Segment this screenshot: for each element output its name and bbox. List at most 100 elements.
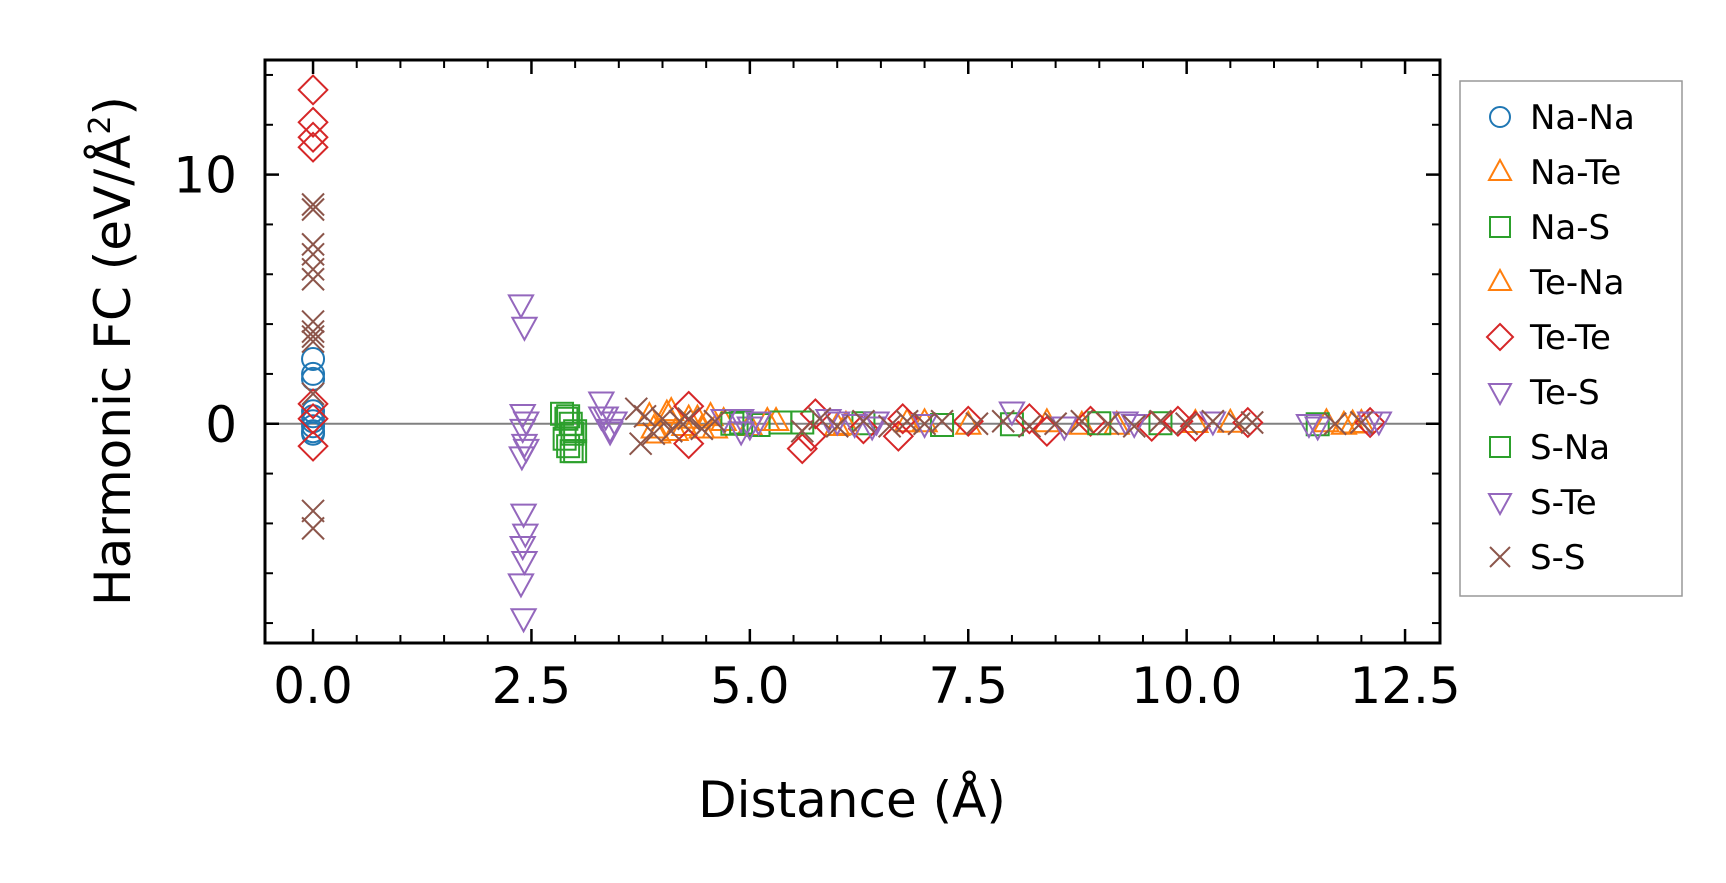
legend-label-te-te: Te-Te bbox=[1529, 318, 1611, 358]
data-point-te-te bbox=[672, 390, 705, 423]
data-point-te-s bbox=[858, 416, 886, 442]
data-point-s-s bbox=[301, 319, 325, 344]
data-point-te-s bbox=[727, 408, 755, 435]
x-tick-label: 2.5 bbox=[492, 657, 572, 715]
data-point-s-s bbox=[991, 409, 1015, 433]
data-point-s-na bbox=[720, 411, 745, 436]
data-point-te-te bbox=[297, 74, 329, 106]
data-point-s-s bbox=[301, 516, 325, 541]
y-tick-label: 0 bbox=[205, 396, 237, 454]
data-point-te-s bbox=[998, 401, 1026, 427]
data-point-na-na bbox=[301, 361, 326, 386]
legend-label-s-na: S-Na bbox=[1530, 428, 1610, 468]
data-point-te-s bbox=[507, 294, 535, 320]
data-point-na-na bbox=[301, 421, 326, 446]
data-point-s-te bbox=[511, 523, 540, 549]
legend-marker-na-te bbox=[1487, 157, 1513, 181]
data-point-na-s bbox=[1148, 411, 1173, 436]
legend-label-te-na: Te-Na bbox=[1529, 263, 1624, 303]
data-point-s-s bbox=[825, 414, 849, 438]
data-point-s-s bbox=[808, 407, 832, 431]
legend-marker-te-te bbox=[1485, 322, 1515, 352]
data-point-s-s bbox=[1148, 409, 1173, 433]
data-point-s-s bbox=[1017, 414, 1042, 438]
legend-label-na-te: Na-Te bbox=[1530, 153, 1621, 193]
data-point-te-s bbox=[508, 418, 537, 445]
legend-marker-na-na bbox=[1489, 106, 1511, 128]
data-point-s-te bbox=[509, 503, 538, 529]
data-point-s-s bbox=[301, 267, 325, 291]
data-point-s-s bbox=[301, 382, 325, 406]
data-point-s-na bbox=[1087, 411, 1112, 436]
data-point-s-te bbox=[840, 413, 869, 440]
data-point-s-s bbox=[301, 192, 325, 217]
data-point-s-s bbox=[1349, 410, 1374, 435]
data-point-s-s bbox=[1043, 412, 1068, 436]
data-point-te-s bbox=[823, 411, 852, 437]
data-point-s-te bbox=[587, 406, 616, 432]
data-point-s-s bbox=[1070, 409, 1094, 433]
data-layer bbox=[297, 74, 1393, 634]
series-te-te bbox=[297, 74, 1386, 465]
data-point-te-te bbox=[1013, 403, 1046, 435]
x-tick-label: 10.0 bbox=[1131, 657, 1242, 715]
legend-label-te-s: Te-S bbox=[1529, 373, 1600, 413]
tick-layer: 0.0 2.5 5.0 7.5 10.0 12.5 0 10 bbox=[173, 60, 1461, 715]
data-point-s-s bbox=[965, 412, 989, 436]
x-tick-label: 7.5 bbox=[928, 657, 1008, 715]
data-point-s-s bbox=[301, 257, 325, 281]
data-point-s-s bbox=[628, 431, 653, 456]
data-point-s-te bbox=[1199, 411, 1227, 437]
data-point-s-te bbox=[744, 411, 773, 437]
data-point-s-s bbox=[1201, 409, 1225, 433]
data-point-s-s bbox=[668, 409, 692, 433]
data-point-te-te bbox=[847, 413, 880, 445]
data-point-s-na bbox=[790, 410, 815, 435]
data-point-te-te bbox=[297, 131, 329, 163]
data-point-s-te bbox=[510, 550, 539, 577]
data-point-s-te bbox=[1303, 416, 1332, 442]
data-point-na-s bbox=[554, 406, 579, 431]
data-point-na-na bbox=[301, 414, 326, 439]
legend-label-s-te: S-Te bbox=[1530, 483, 1597, 523]
series-s-te bbox=[507, 406, 1384, 634]
x-tick-label: 12.5 bbox=[1349, 657, 1460, 715]
data-point-s-s bbox=[1174, 412, 1199, 436]
data-point-te-te bbox=[297, 430, 329, 462]
y-axis-title-main: Harmonic FC (eV/Å bbox=[84, 135, 142, 606]
data-point-te-te bbox=[297, 388, 329, 420]
data-point-te-te bbox=[786, 432, 818, 465]
data-point-s-na bbox=[560, 421, 585, 446]
series-s-s bbox=[301, 192, 1374, 541]
data-point-s-te bbox=[509, 608, 538, 634]
data-point-te-s bbox=[1295, 413, 1323, 440]
legend-marker-s-te bbox=[1487, 493, 1513, 517]
data-point-s-te bbox=[910, 413, 939, 440]
data-point-s-te bbox=[709, 408, 738, 435]
data-point-s-te bbox=[727, 421, 755, 447]
data-point-s-te bbox=[862, 411, 891, 437]
data-point-s-s bbox=[301, 197, 325, 222]
data-point-s-s bbox=[301, 324, 325, 349]
data-point-s-s bbox=[690, 417, 714, 441]
data-point-s-s bbox=[676, 407, 701, 431]
data-point-s-s bbox=[851, 409, 876, 433]
data-point-s-te bbox=[1120, 413, 1149, 440]
data-point-s-s bbox=[930, 409, 954, 433]
y-tick-label: 10 bbox=[173, 147, 237, 205]
data-point-te-te bbox=[297, 106, 329, 139]
legend-label-na-na: Na-Na bbox=[1530, 98, 1635, 138]
data-point-te-s bbox=[510, 316, 539, 342]
data-point-te-te bbox=[297, 121, 329, 153]
data-point-na-s bbox=[556, 434, 581, 459]
data-point-te-te bbox=[952, 405, 984, 437]
legend-marker-na-s bbox=[1489, 216, 1511, 238]
y-axis-title-close: ) bbox=[84, 96, 142, 116]
x-tick-label: 0.0 bbox=[273, 657, 353, 715]
data-point-s-s bbox=[1323, 412, 1347, 436]
legend-marker-s-na bbox=[1489, 436, 1511, 458]
legend-marker-te-s bbox=[1487, 383, 1513, 407]
data-point-s-s bbox=[1096, 412, 1120, 436]
data-point-na-s bbox=[1305, 412, 1330, 437]
